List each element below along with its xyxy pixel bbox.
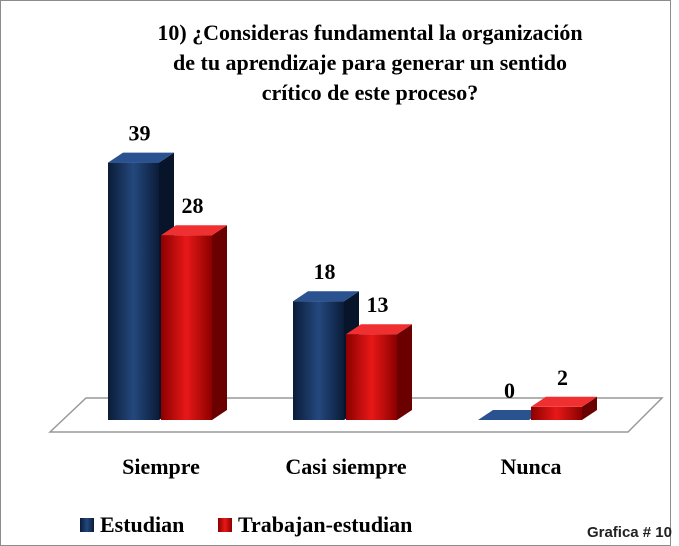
data-label: 2 — [557, 365, 568, 390]
bar-top — [161, 225, 227, 236]
chart-title: de tu aprendizaje para generar un sentid… — [173, 50, 567, 75]
data-label: 39 — [129, 121, 151, 146]
bar — [108, 162, 159, 420]
legend-swatch — [80, 518, 94, 532]
bar-3d — [161, 225, 227, 420]
bar-side — [582, 396, 597, 420]
bar-top — [346, 324, 412, 335]
bar — [161, 235, 212, 420]
bar-top — [293, 291, 359, 302]
legend-swatch — [218, 518, 232, 532]
annotation: Grafica # 10 — [587, 524, 672, 541]
title: 10) ¿Consideras fundamental la organizac… — [157, 20, 582, 105]
x-tick-label: Nunca — [500, 454, 561, 479]
bar-3d — [346, 324, 412, 420]
bar-side — [397, 324, 412, 420]
bar-3d — [531, 396, 597, 420]
data-label: 0 — [504, 378, 515, 403]
data-label: 13 — [367, 292, 389, 317]
chart-title: crítico de este proceso? — [262, 80, 478, 105]
x-tick-label: Siempre — [122, 454, 200, 479]
bar-top — [108, 152, 174, 163]
bar-top — [478, 410, 544, 420]
legend-label: Trabajan-estudian — [238, 512, 412, 537]
bar-side — [212, 225, 227, 420]
chart-title: 10) ¿Consideras fundamental la organizac… — [157, 20, 582, 45]
bar — [531, 406, 582, 420]
legend-label: Estudian — [100, 512, 184, 537]
bar-top — [531, 396, 597, 407]
bars — [108, 152, 597, 420]
bar — [293, 301, 344, 420]
data-label: 28 — [182, 193, 204, 218]
bar — [346, 334, 397, 420]
bar-3d — [478, 410, 544, 420]
data-label: 18 — [314, 259, 336, 284]
x-tick-label: Casi siempre — [285, 454, 406, 479]
